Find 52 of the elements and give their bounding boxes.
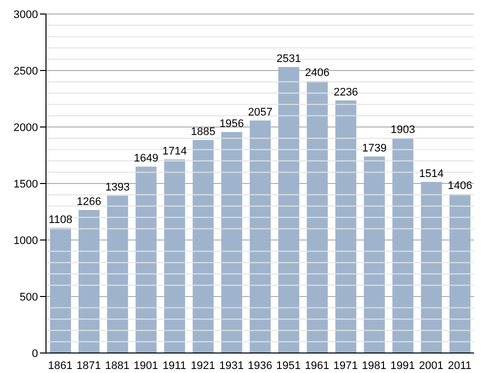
x-tick-label: 1981 bbox=[362, 360, 386, 372]
bar bbox=[192, 140, 214, 353]
x-tick-label: 1951 bbox=[276, 360, 301, 372]
y-tick-label: 0 bbox=[32, 348, 38, 360]
y-tick-label: 2000 bbox=[14, 122, 38, 134]
data-label: 2406 bbox=[305, 67, 330, 80]
bar bbox=[392, 138, 414, 353]
bar bbox=[136, 166, 157, 353]
bar bbox=[449, 194, 470, 353]
data-label: 1266 bbox=[76, 196, 102, 208]
x-tick-label: 1961 bbox=[304, 360, 330, 372]
x-tick-label: 1931 bbox=[219, 360, 244, 372]
y-tick-label: 2500 bbox=[14, 65, 38, 78]
x-tick-label: 1991 bbox=[390, 360, 415, 372]
bar bbox=[164, 159, 186, 353]
bar bbox=[50, 228, 71, 353]
y-tick-label: 500 bbox=[20, 291, 38, 304]
bar bbox=[107, 196, 128, 353]
x-tick-label: 1881 bbox=[105, 360, 130, 372]
bar bbox=[250, 120, 271, 353]
data-label: 1406 bbox=[448, 180, 472, 192]
data-label: 1514 bbox=[419, 168, 444, 180]
data-label: 2236 bbox=[334, 86, 358, 98]
x-tick-label: 2001 bbox=[418, 360, 444, 372]
data-label: 1885 bbox=[190, 126, 216, 138]
bar bbox=[221, 132, 242, 353]
data-label: 1649 bbox=[134, 152, 158, 165]
bar bbox=[78, 210, 100, 353]
x-tick-label: 1871 bbox=[76, 360, 102, 372]
x-tick-label: 1936 bbox=[248, 360, 272, 372]
x-tick-label: 1971 bbox=[333, 360, 358, 372]
bar bbox=[420, 182, 442, 353]
x-tick-label: 1911 bbox=[162, 360, 186, 372]
x-tick-label: 1921 bbox=[190, 360, 216, 372]
data-label: 1956 bbox=[219, 118, 244, 130]
y-tick-label: 1500 bbox=[14, 178, 38, 190]
data-label: 1903 bbox=[390, 124, 416, 136]
data-label: 2057 bbox=[248, 106, 272, 119]
bar bbox=[278, 66, 300, 353]
y-tick-label: 3000 bbox=[14, 8, 38, 21]
x-tick-label: 1861 bbox=[48, 360, 73, 372]
bar bbox=[335, 100, 356, 353]
y-tick-label: 1000 bbox=[14, 234, 38, 247]
data-label: 2531 bbox=[276, 52, 302, 65]
x-tick-label: 2011 bbox=[448, 360, 472, 372]
data-label: 1714 bbox=[162, 145, 187, 158]
data-label: 1393 bbox=[105, 182, 130, 194]
bar bbox=[306, 81, 328, 353]
data-label: 1108 bbox=[48, 214, 72, 226]
x-tick-label: 1901 bbox=[134, 360, 158, 372]
data-label: 1739 bbox=[362, 142, 387, 154]
bar bbox=[364, 156, 385, 353]
